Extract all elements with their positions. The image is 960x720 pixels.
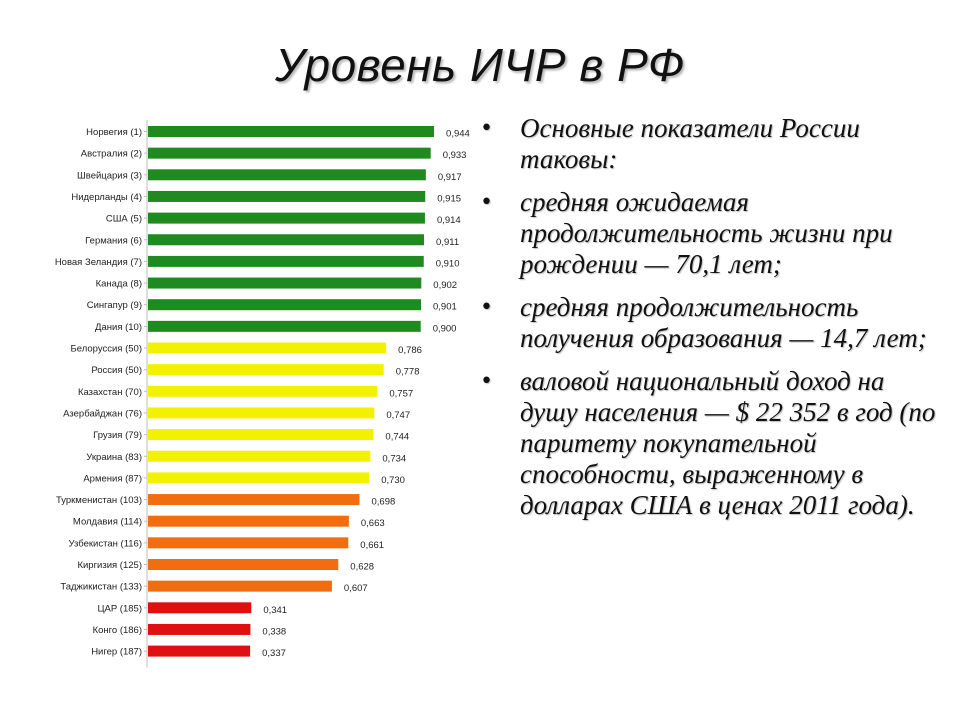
data-label: 0,757 bbox=[389, 388, 413, 399]
bullet-item-intro: • Основные показатели России таковы: bbox=[480, 113, 940, 175]
category-label: Азербайджан (76) bbox=[63, 408, 142, 419]
data-label: 0,747 bbox=[386, 410, 410, 421]
hdi-bar-chart: Норвегия (1) Австралия (2) Швейцария (3) Ни… bbox=[55, 120, 470, 668]
category-label: Австралия (2) bbox=[81, 149, 142, 160]
category-label: Новая Зеландия (7) bbox=[55, 257, 142, 268]
bullet-item-education: • средняя продолжительность получения об… bbox=[480, 292, 940, 354]
data-label: 0,663 bbox=[361, 518, 385, 529]
category-label: Киргизия (125) bbox=[77, 560, 142, 571]
category-labels: Норвегия (1) Австралия (2) Швейцария (3) Ни… bbox=[55, 127, 147, 658]
category-label: США (5) bbox=[106, 214, 142, 225]
category-label: Конго (186) bbox=[93, 625, 142, 636]
data-label: 0,915 bbox=[437, 193, 461, 204]
bar bbox=[148, 255, 424, 267]
data-label: 0,338 bbox=[262, 626, 286, 637]
category-label: Узбекистан (116) bbox=[69, 538, 142, 549]
bar bbox=[148, 147, 431, 159]
bars bbox=[148, 126, 435, 657]
category-label: Белоруссия (50) bbox=[71, 344, 142, 355]
category-label: Германия (6) bbox=[85, 235, 142, 246]
bar bbox=[148, 385, 378, 397]
bullet-text: валовой национальный доход на душу насел… bbox=[520, 366, 936, 520]
category-label: Молдавия (114) bbox=[73, 517, 142, 528]
category-label: Дания (10) bbox=[95, 322, 142, 333]
category-label: Украина (83) bbox=[86, 452, 142, 463]
data-label: 0,786 bbox=[398, 345, 422, 356]
bar bbox=[148, 515, 349, 527]
data-label: 0,901 bbox=[433, 302, 457, 313]
category-label: Сингапур (9) bbox=[87, 300, 142, 311]
bar bbox=[148, 212, 425, 224]
category-label: Швейцария (3) bbox=[77, 170, 142, 181]
category-label: Туркменистан (103) bbox=[56, 495, 142, 506]
bar bbox=[148, 429, 374, 441]
bullet-list: • Основные показатели России таковы: • сре… bbox=[480, 113, 940, 533]
bar bbox=[148, 364, 384, 376]
bullet-text: средняя продолжительность получения обра… bbox=[520, 292, 927, 353]
category-label: Нидерланды (4) bbox=[71, 192, 142, 203]
bar bbox=[148, 623, 251, 635]
category-label: Нигер (187) bbox=[91, 647, 142, 658]
data-label: 0,900 bbox=[433, 323, 457, 334]
category-label: Норвегия (1) bbox=[86, 127, 142, 138]
bar bbox=[148, 645, 251, 657]
data-label: 0,944 bbox=[446, 129, 470, 140]
bar bbox=[148, 299, 422, 311]
data-label: 0,607 bbox=[344, 583, 368, 594]
category-label: ЦАР (185) bbox=[97, 603, 142, 614]
data-label: 0,730 bbox=[381, 475, 405, 486]
bullet-text: Основные показатели России таковы: bbox=[520, 113, 860, 174]
data-label: 0,337 bbox=[262, 648, 286, 659]
category-label: Казахстан (70) bbox=[78, 387, 142, 398]
data-label: 0,661 bbox=[360, 540, 384, 551]
data-label: 0,933 bbox=[443, 150, 467, 161]
data-label: 0,911 bbox=[436, 237, 459, 248]
category-label: Таджикистан (133) bbox=[60, 582, 142, 593]
data-label: 0,778 bbox=[396, 367, 420, 378]
bar bbox=[148, 537, 349, 549]
bar bbox=[148, 580, 332, 592]
bullet-item-income: • валовой национальный доход на душу насе… bbox=[480, 366, 940, 521]
bullet-dot-icon: • bbox=[480, 369, 493, 394]
value-labels: 0,944 0,933 0,917 0,915 0,914 0,911 0,910 0,902… bbox=[262, 129, 470, 660]
category-label: Россия (50) bbox=[91, 365, 142, 376]
bar bbox=[148, 234, 425, 246]
slide-title: Уровень ИЧР в РФ bbox=[275, 39, 685, 91]
data-label: 0,910 bbox=[436, 258, 460, 269]
bar bbox=[148, 494, 360, 506]
bar bbox=[148, 320, 421, 332]
data-label: 0,341 bbox=[263, 605, 287, 616]
data-label: 0,917 bbox=[438, 172, 462, 183]
bullet-dot-icon: • bbox=[480, 295, 493, 320]
bar bbox=[148, 169, 426, 181]
bullet-dot-icon: • bbox=[480, 190, 493, 215]
bar bbox=[148, 277, 422, 289]
data-label: 0,628 bbox=[350, 562, 374, 573]
bar bbox=[148, 190, 426, 202]
category-label: Армения (87) bbox=[83, 473, 142, 484]
bar bbox=[148, 126, 435, 137]
bar bbox=[148, 342, 387, 354]
bar bbox=[148, 407, 375, 419]
bar bbox=[148, 450, 371, 462]
bar bbox=[148, 602, 252, 614]
data-label: 0,902 bbox=[433, 280, 457, 291]
category-label: Канада (8) bbox=[96, 279, 142, 290]
bullet-item-life-expectancy: • средняя ожидаемая продолжительность жиз… bbox=[480, 187, 940, 280]
bar bbox=[148, 559, 339, 570]
data-label: 0,734 bbox=[382, 453, 406, 464]
category-label: Грузия (79) bbox=[93, 430, 142, 441]
bullet-text: средняя ожидаемая продолжительность жизн… bbox=[520, 187, 893, 279]
data-label: 0,698 bbox=[371, 497, 395, 508]
data-label: 0,744 bbox=[385, 432, 409, 443]
bullet-dot-icon: • bbox=[480, 116, 493, 141]
bar bbox=[148, 472, 370, 484]
data-label: 0,914 bbox=[437, 215, 461, 226]
